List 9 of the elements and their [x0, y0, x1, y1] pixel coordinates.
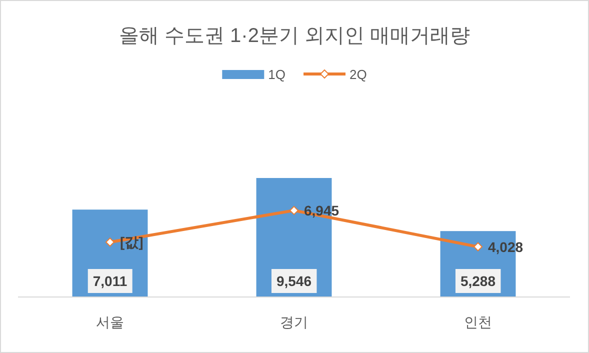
- legend-label: 1Q: [268, 67, 286, 82]
- legend-label: 2Q: [350, 67, 367, 82]
- data-label: 9,546: [276, 273, 312, 289]
- data-label: 5,288: [460, 273, 496, 289]
- x-tick-label: 인천: [464, 314, 492, 330]
- x-tick-label: 경기: [280, 314, 308, 330]
- x-tick-label: 서울: [96, 314, 124, 330]
- chart-title: 올해 수도권 1·2분기 외지인 매매거래량: [118, 25, 470, 47]
- data-label: 7,011: [92, 273, 128, 289]
